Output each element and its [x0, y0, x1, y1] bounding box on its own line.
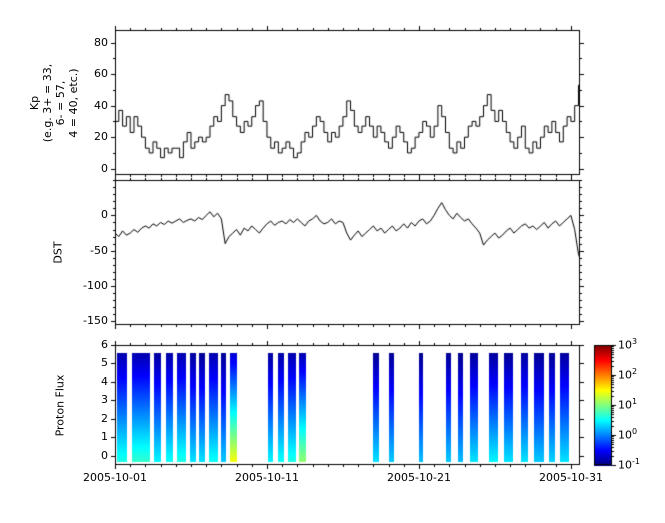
- kp-y-tick-label: 60: [94, 67, 108, 81]
- colorbar-tick-label: 100: [618, 427, 638, 442]
- dst-y-tick-label: -100: [83, 279, 108, 293]
- x-tick-label-2005-10-21: 2005-10-21: [387, 471, 451, 484]
- dst-y-tick-label: 0: [101, 208, 108, 222]
- proton_flux-y-tick-label: 6: [101, 338, 108, 351]
- dst-y-tick-label: -150: [83, 314, 108, 328]
- x-tick-label-2005-10-01: 2005-10-01: [83, 471, 147, 484]
- colorbar-tick-label: 102: [618, 367, 638, 382]
- proton_flux-y-tick-label: 0: [101, 448, 108, 462]
- x-tick-label-2005-10-11: 2005-10-11: [235, 471, 299, 484]
- dst-y-tick-label: -50: [90, 243, 108, 257]
- colorbar-tick-label: 101: [618, 397, 638, 412]
- colorbar-tick-label: 10-1: [618, 457, 640, 472]
- proton_flux-y-tick-label: 1: [101, 430, 108, 444]
- proton_flux-y-tick-label: 5: [101, 356, 108, 370]
- kp-y-tick-label: 0: [101, 161, 108, 175]
- colorbar-tick-label: 103: [618, 337, 638, 352]
- proton_flux-y-tick-label: 3: [101, 393, 108, 407]
- x-tick-label-2005-10-31: 2005-10-31: [539, 471, 603, 484]
- kp-y-tick-label: 80: [94, 35, 108, 49]
- proton_flux-y-tick-label: 2: [101, 411, 108, 425]
- proton_flux-y-tick-label: 4: [101, 374, 108, 388]
- kp-y-tick-label: 20: [94, 130, 108, 144]
- proton-flux-axis-label: Proton Flux: [53, 374, 67, 436]
- kp-y-tick-label: 40: [94, 98, 108, 112]
